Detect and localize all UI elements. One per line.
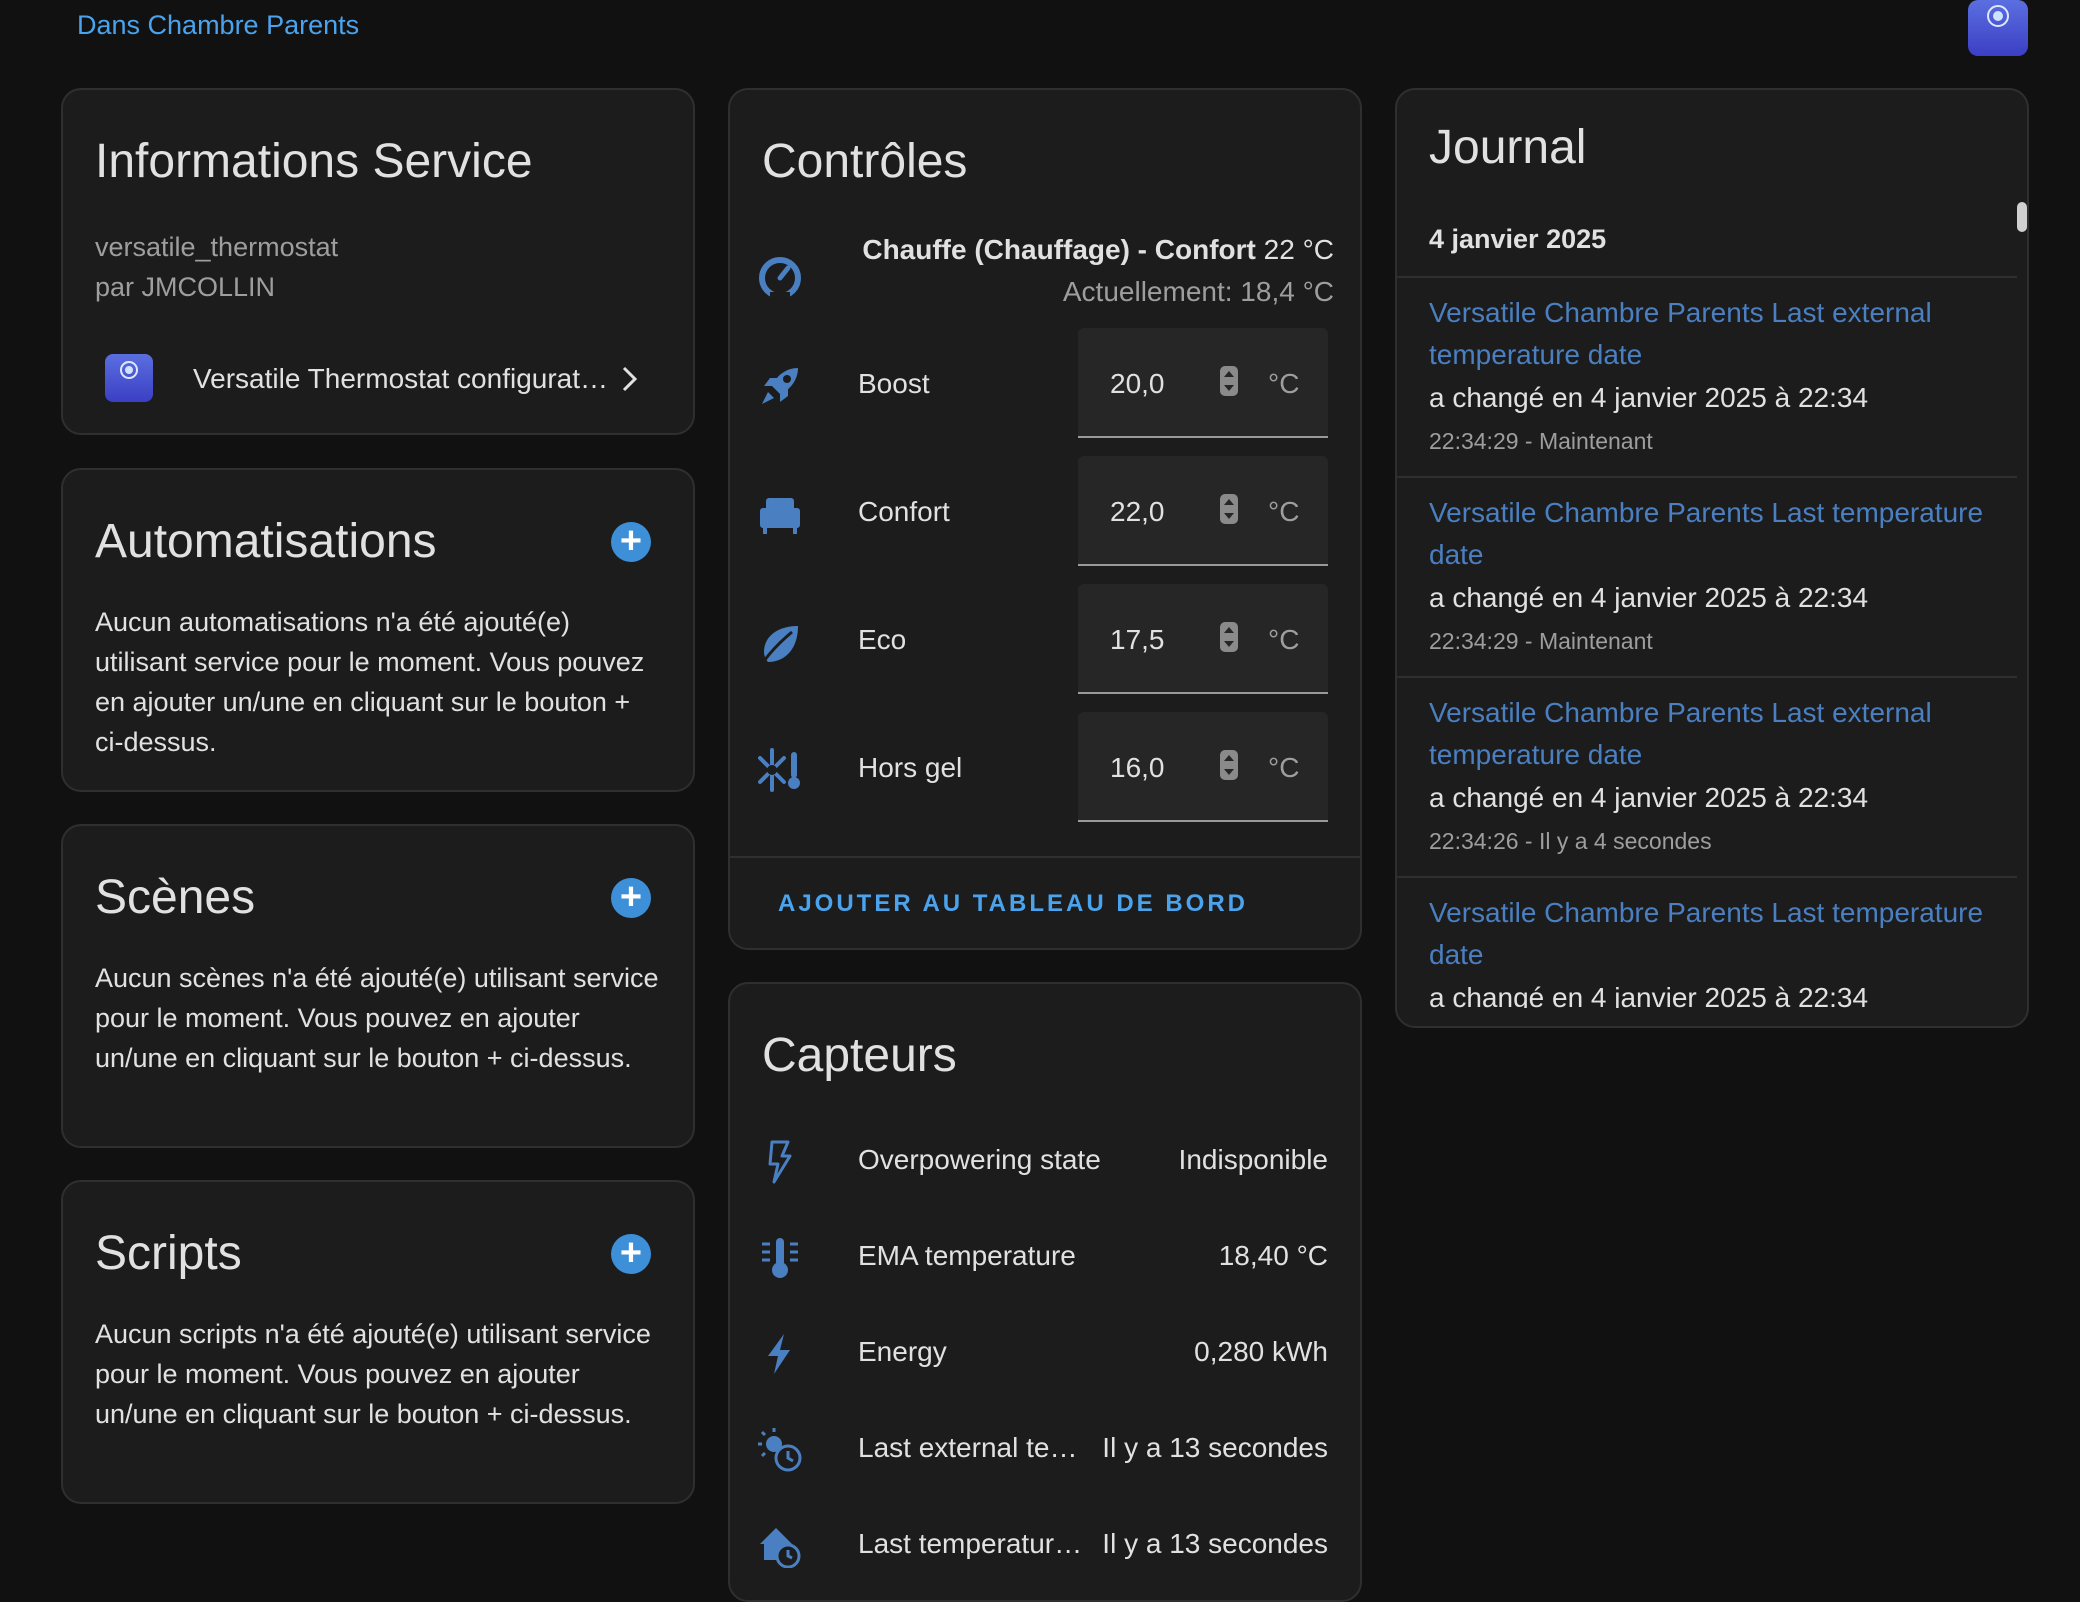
journal-change-text: a changé en 4 janvier 2025 à 22:34 [1429, 982, 1869, 1008]
automations-card: Automatisations + Aucun automatisations … [61, 468, 695, 792]
unit: °C [1268, 368, 1300, 399]
chevron-right-icon [622, 366, 638, 392]
card-title: Scènes [95, 871, 256, 924]
journal-entry: Versatile Chambre Parents Last external … [1397, 276, 2017, 478]
journal-date: 4 janvier 2025 [1429, 224, 1607, 254]
journal-entity-link[interactable]: Versatile Chambre Parents Last external … [1429, 697, 1932, 770]
journal-entry: Versatile Chambre Parents Last external … [1397, 676, 2017, 878]
config-entry-label: Versatile Thermostat configurat… [193, 363, 609, 394]
card-title: Automatisations [95, 515, 437, 568]
add-scene-button[interactable]: + [611, 878, 651, 918]
preset-label: Eco [858, 624, 907, 655]
confort-value: 22,0 [1110, 496, 1165, 527]
journal-change-text: a changé en 4 janvier 2025 à 22:34 [1429, 782, 1869, 813]
sensor-value[interactable]: Il y a 13 secondes [1102, 1528, 1328, 1559]
service-author: par JMCOLLIN [95, 272, 276, 302]
unit: °C [1268, 624, 1300, 655]
climate-state: Chauffe (Chauffage) - Confort [862, 234, 1256, 265]
rocket-icon [762, 368, 798, 404]
spin-button-icon[interactable] [1220, 494, 1238, 524]
thermostat-gauge-icon [759, 257, 801, 300]
sensor-label: Energy [858, 1336, 947, 1367]
sensor-label: Last external te… [858, 1432, 1078, 1463]
boost-temp-input[interactable]: 20,0 °C [1078, 328, 1328, 438]
empty-text: Aucun scripts n'a été ajouté(e) utilisan… [95, 1319, 651, 1429]
climate-target: 22 °C [1263, 234, 1334, 265]
boost-value: 20,0 [1110, 368, 1165, 399]
journal-entry: Versatile Chambre Parents Last temperatu… [1397, 476, 2017, 678]
sun-clock-icon [758, 1428, 802, 1472]
divider [730, 856, 1360, 858]
spin-button-icon[interactable] [1220, 750, 1238, 780]
integration-logo [105, 354, 153, 402]
confort-temp-input[interactable]: 22,0 °C [1078, 456, 1328, 566]
add-to-dashboard-button[interactable]: AJOUTER AU TABLEAU DE BORD [778, 890, 1249, 917]
integration-logo [1968, 0, 2028, 56]
empty-text: Aucun automatisations n'a été ajouté(e) … [95, 607, 645, 757]
empty-text: Aucun scènes n'a été ajouté(e) utilisant… [95, 963, 659, 1073]
journal-timestamp: 22:34:26 - Il y a 4 secondes [1429, 828, 1712, 854]
card-title: Informations Service [95, 135, 533, 188]
card-title: Scripts [95, 1227, 242, 1280]
sensor-value[interactable]: Il y a 13 secondes [1102, 1432, 1328, 1463]
service-id: versatile_thermostat [95, 232, 339, 262]
add-automation-button[interactable]: + [611, 522, 651, 562]
climate-state-line: Chauffe (Chauffage) - Confort 22 °C [862, 234, 1334, 266]
sensors-card: Capteurs Overpowering state Indisponible… [728, 982, 1362, 1602]
scripts-card: Scripts + Aucun scripts n'a été ajouté(e… [61, 1180, 695, 1504]
journal-entity-link[interactable]: Versatile Chambre Parents Last temperatu… [1429, 897, 1984, 970]
journal-change-text: a changé en 4 janvier 2025 à 22:34 [1429, 582, 1869, 613]
sensor-label: EMA temperature [858, 1240, 1076, 1271]
journal-timestamp: 22:34:29 - Maintenant [1429, 428, 1653, 454]
spin-button-icon[interactable] [1220, 622, 1238, 652]
sofa-icon [760, 498, 800, 534]
journal-scrollbar[interactable] [2017, 202, 2027, 232]
controls-card: Contrôles Chauffe (Chauffage) - Confort … [728, 88, 1362, 950]
eco-value: 17,5 [1110, 624, 1165, 655]
home-clock-icon [760, 1528, 801, 1568]
card-title: Capteurs [762, 1029, 957, 1082]
area-link[interactable]: Dans Chambre Parents [77, 10, 360, 40]
card-title: Contrôles [762, 135, 968, 188]
hors-gel-value: 16,0 [1110, 752, 1165, 783]
journal-entity-link[interactable]: Versatile Chambre Parents Last temperatu… [1429, 497, 1984, 570]
unit: °C [1268, 496, 1300, 527]
sensor-value[interactable]: 18,40 °C [1218, 1240, 1328, 1271]
spin-button-icon[interactable] [1220, 366, 1238, 396]
add-script-button[interactable]: + [611, 1234, 651, 1274]
thermometer-lines-icon [762, 1238, 798, 1278]
scenes-card: Scènes + Aucun scènes n'a été ajouté(e) … [61, 824, 695, 1148]
snowflake-thermometer-icon [758, 748, 800, 792]
unit: °C [1268, 752, 1300, 783]
preset-label: Confort [858, 496, 950, 527]
preset-label: Boost [858, 368, 930, 399]
sensor-label: Last temperatur… [858, 1528, 1083, 1559]
service-info-card: Informations Service versatile_thermosta… [61, 88, 695, 435]
climate-current: Actuellement: 18,4 °C [1062, 276, 1334, 307]
lightning-icon [768, 1334, 790, 1374]
sensor-value[interactable]: Indisponible [1178, 1144, 1328, 1175]
card-title: Journal [1429, 121, 1587, 174]
config-entry-row[interactable]: Versatile Thermostat configurat… [63, 348, 693, 418]
leaf-icon [760, 626, 798, 665]
sensor-label: Overpowering state [858, 1144, 1101, 1175]
journal-entity-link[interactable]: Versatile Chambre Parents Last external … [1429, 297, 1932, 370]
preset-label: Hors gel [858, 752, 963, 783]
flash-outline-icon [768, 1140, 792, 1184]
journal-timestamp: 22:34:29 - Maintenant [1429, 628, 1653, 654]
climate-row[interactable]: Chauffe (Chauffage) - Confort 22 °C Actu… [730, 230, 1360, 330]
journal-card: Journal 4 janvier 2025 Versatile Chambre… [1395, 88, 2029, 1028]
hors-gel-temp-input[interactable]: 16,0 °C [1078, 712, 1328, 822]
eco-temp-input[interactable]: 17,5 °C [1078, 584, 1328, 694]
journal-change-text: a changé en 4 janvier 2025 à 22:34 [1429, 382, 1869, 413]
journal-entry: Versatile Chambre Parents Last temperatu… [1397, 876, 2017, 1008]
sensor-value[interactable]: 0,280 kWh [1194, 1336, 1328, 1367]
